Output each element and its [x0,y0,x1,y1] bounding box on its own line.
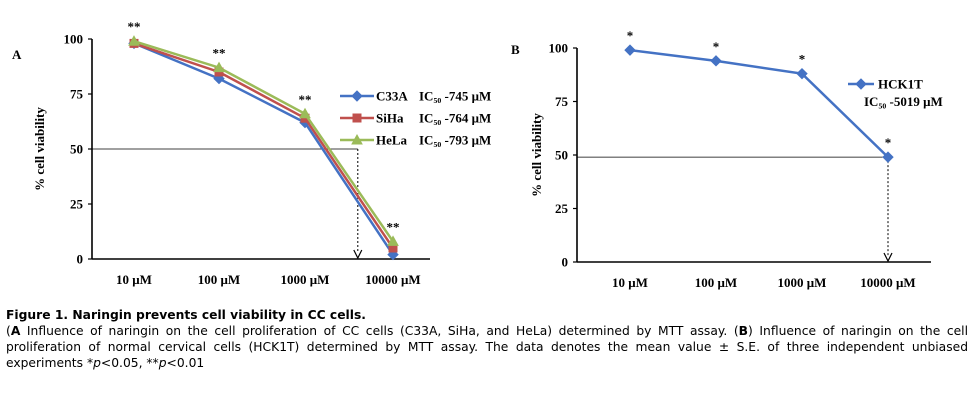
y-tick-label: 25 [555,201,569,216]
significance-marker: * [627,28,634,43]
data-point-hela [213,61,225,73]
legend-series-name: C33A [376,89,408,104]
legend-marker [351,90,363,102]
data-point-hck1t [882,151,894,163]
caption-title: Figure 1. Naringin prevents cell viabili… [6,308,366,322]
data-point-hck1t [710,55,722,67]
y-tick-label: 100 [549,41,569,56]
data-point-hck1t [624,44,636,56]
x-tick-label: 100 μM [198,272,240,287]
significance-marker: * [799,52,806,67]
legend-ic50: IC₅₀ -793 μM [419,133,491,148]
data-point-hela [299,107,311,119]
y-axis-label: % cell viability [529,113,544,197]
y-tick-label: 75 [555,94,569,109]
y-axis-label: % cell viability [32,107,47,191]
data-point-hck1t [796,67,808,80]
y-tick-label: 0 [77,252,84,267]
series-line-c33a [133,42,395,256]
significance-marker: ** [299,92,312,107]
series-line-hck1t [629,48,889,159]
data-point-hela [387,235,399,246]
panel-b: B 0 25 50 75 100 % cell viability 10 μM 100 μM 10… [511,28,943,290]
caption-p1: p [93,356,101,370]
y-tick-label: 50 [70,142,83,157]
x-tick-label: 100 μM [695,275,737,290]
legend-marker [351,133,363,145]
caption-p2-rest: <0.01 [166,356,205,370]
caption-p2: p [158,356,167,370]
panel-label: A [12,47,22,62]
significance-marker: * [713,39,720,54]
caption-body: (A Influence of naringin on the cell pro… [6,324,969,370]
x-tick-label: 10 μM [612,275,648,290]
legend-ic50: IC₅₀ -764 μM [419,111,491,126]
reference-arrowhead [883,252,893,263]
data-point-hela [128,35,140,46]
significance-marker: * [885,135,892,150]
legend-series-name: HeLa [376,133,408,148]
legend-ic50: IC₅₀ -745 μM [419,89,491,104]
figure: A 0 25 50 75 100 % cell viability 10 μM 100 μM 10… [12,19,943,290]
significance-marker: ** [213,46,226,61]
x-tick-label: 10000 μM [860,275,915,290]
caption-p1-rest: <0.05, ** [100,356,159,370]
legend-series-name: SiHa [376,111,404,126]
y-tick-label: 100 [64,32,84,47]
legend-marker [855,78,867,90]
y-tick-label: 50 [555,148,568,163]
legend-series-name: HCK1T [878,77,923,92]
figure-caption: Figure 1. Naringin prevents cell viabili… [6,307,968,371]
series-line-siha [133,42,395,249]
y-tick-label: 75 [70,87,84,102]
caption-a-label: A [10,324,21,338]
caption-b-text: ) Influence of naringin on the cell prol… [6,324,969,370]
caption-b-label: B [738,324,749,338]
x-tick-label: 10 μM [116,272,152,287]
legend-ic50: IC₅₀ -5019 μM [864,94,943,109]
x-tick-label: 1000 μM [778,275,827,290]
panel-label: B [511,42,520,57]
reference-arrowhead [353,249,363,260]
significance-marker: ** [387,219,400,234]
y-tick-label: 0 [562,255,569,270]
x-tick-label: 1000 μM [281,272,330,287]
caption-a-text: Influence of naringin on the cell prolif… [20,324,739,338]
series-line-hela [133,40,395,243]
significance-marker: ** [128,19,141,34]
legend-marker [352,113,362,123]
panel-a: A 0 25 50 75 100 % cell viability 10 μM 100 μM 10… [12,19,491,287]
x-tick-label: 10000 μM [365,272,420,287]
y-tick-label: 25 [70,197,84,212]
